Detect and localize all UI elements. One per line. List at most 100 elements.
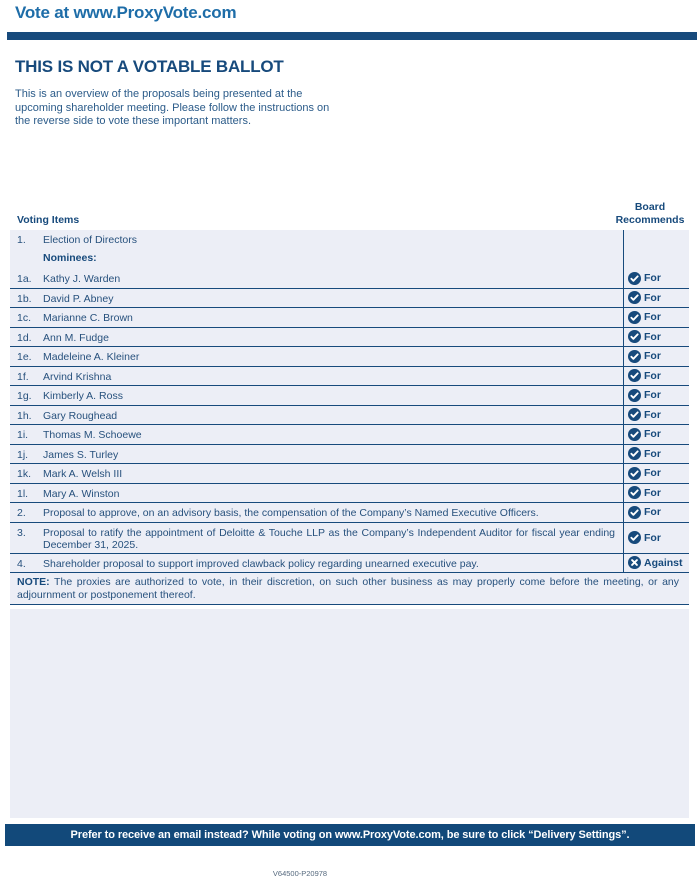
check-circle-icon	[628, 310, 641, 324]
table-row: 1i. Thomas M. Schoewe For	[10, 425, 689, 445]
recommendation-label: For	[644, 531, 661, 544]
row-number: 1b.	[17, 292, 32, 305]
recommendation-label: For	[644, 291, 661, 304]
table-row: 1e. Madeleine A. Kleiner For	[10, 347, 689, 367]
table-row: 1b. David P. Abney For	[10, 288, 689, 308]
recommendation-label: For	[644, 272, 661, 285]
row-number: 1c.	[17, 312, 32, 324]
site-title: Vote at www.ProxyVote.com	[15, 3, 237, 22]
board-recommendation: For	[623, 327, 689, 346]
row-text: Thomas M. Schoewe	[43, 429, 142, 441]
row-number: 1h.	[17, 409, 32, 422]
table-row: 2. Proposal to approve, on an advisory ba…	[10, 503, 689, 523]
note-text: NOTE: The proxies are authorized to vote…	[17, 576, 679, 601]
empty-panel	[10, 609, 689, 818]
row-text: Proposal to approve, on an advisory basi…	[43, 507, 539, 519]
row-text: Kathy J. Warden	[43, 273, 121, 285]
table-row: 1f. Arvind Krishna For	[10, 366, 689, 386]
board-recommendation	[623, 230, 689, 269]
row-number: 3.	[17, 526, 26, 539]
row-text: Ann M. Fudge	[43, 331, 109, 344]
board-recommendation: For	[623, 425, 689, 444]
row-text: Gary Roughead	[43, 409, 118, 422]
table-row: 1. Election of Directors Nominees:	[10, 230, 689, 269]
table-row: 1d. Ann M. Fudge For	[10, 327, 689, 347]
page-title: THIS IS NOT A VOTABLE BALLOT	[15, 57, 284, 76]
row-text: Arvind Krishna	[43, 370, 112, 383]
row-text: Madeleine A. Kleiner	[43, 351, 140, 363]
row-text: David P. Abney	[43, 292, 114, 305]
table-row: 4. Shareholder proposal to support improv…	[10, 553, 689, 573]
board-recommendation: For	[623, 503, 689, 522]
row-number: 1k.	[17, 468, 32, 480]
table-row: 3. Proposal to ratify the appointment of …	[10, 522, 689, 554]
voting-items-header: Voting Items	[17, 214, 80, 226]
footer-banner: Prefer to receive an email instead? Whil…	[5, 824, 695, 846]
board-recommendation: For	[623, 308, 689, 327]
row-number: 1f.	[17, 370, 29, 383]
row-text: Kimberly A. Ross	[43, 390, 123, 402]
recommendation-label: For	[644, 350, 661, 363]
table-row: 1a. Kathy J. Warden For	[10, 269, 689, 289]
recommendation-label: For	[644, 467, 661, 480]
board-recommendation: For	[623, 347, 689, 366]
row-number: 1e.	[17, 351, 32, 363]
footer-banner-text: Prefer to receive an email instead? Whil…	[70, 829, 630, 841]
x-circle-icon	[628, 556, 641, 570]
check-circle-icon	[628, 291, 641, 305]
recommendation-label: For	[644, 447, 661, 460]
board-recommendation: For	[623, 464, 689, 483]
row-text: James S. Turley	[43, 448, 119, 461]
note-row: NOTE: The proxies are authorized to vote…	[10, 573, 689, 605]
board-recommendation: For	[623, 483, 689, 502]
table-row: 1h. Gary Roughead For	[10, 405, 689, 425]
check-circle-icon	[628, 369, 641, 383]
check-circle-icon	[628, 330, 641, 344]
recommendation-label: For	[644, 311, 661, 324]
recommendation-label: For	[644, 389, 661, 402]
row-number: 1j.	[17, 448, 29, 461]
check-circle-icon	[628, 505, 641, 519]
row-number: 1d.	[17, 331, 32, 344]
check-circle-icon	[628, 408, 641, 422]
voting-table: 1. Election of Directors Nominees: 1a. Kathy…	[10, 230, 689, 605]
header-rule	[7, 32, 697, 40]
board-recommendation: For	[623, 288, 689, 307]
recommendation-label: For	[644, 330, 661, 343]
board-recommendation: For	[623, 405, 689, 424]
check-circle-icon	[628, 271, 641, 285]
row-number: 4.	[17, 557, 26, 570]
board-recommendation: For	[623, 366, 689, 385]
table-row: 1k. Mark A. Welsh III For	[10, 464, 689, 484]
row-text: Mark A. Welsh III	[43, 468, 123, 480]
row-number: 1.	[17, 234, 26, 246]
check-circle-icon	[628, 447, 641, 461]
board-recommendation: For	[623, 522, 689, 553]
check-circle-icon	[628, 427, 641, 441]
row-number: 1a.	[17, 273, 32, 285]
row-number: 1i.	[17, 429, 29, 441]
check-circle-icon	[628, 531, 641, 544]
table-row: 1g. Kimberly A. Ross For	[10, 386, 689, 406]
table-row: 1l. Mary A. Winston For	[10, 483, 689, 503]
table-row: 1j. James S. Turley For	[10, 444, 689, 464]
board-recommendation: For	[623, 269, 689, 288]
recommendation-label: For	[644, 428, 661, 441]
row-number: 1l.	[17, 487, 29, 500]
board-recommendation: For	[623, 386, 689, 405]
board-recommendation: Against	[623, 553, 689, 572]
form-code: V64500-P20978	[272, 869, 328, 878]
recommendation-label: For	[644, 486, 661, 499]
intro-text: This is an overview of the proposals bei…	[15, 88, 330, 127]
row-text: Proposal to ratify the appointment of De…	[43, 526, 615, 551]
check-circle-icon	[628, 388, 641, 402]
board-recommends-header: Board Recommends	[615, 201, 685, 226]
check-circle-icon	[628, 466, 641, 480]
recommendation-label: For	[644, 369, 661, 382]
row-text: Marianne C. Brown	[43, 312, 133, 324]
recommendation-label: For	[644, 408, 661, 421]
row-text: Election of Directors Nominees:	[43, 234, 137, 264]
row-number: 2.	[17, 507, 26, 519]
row-text: Mary A. Winston	[43, 487, 120, 500]
